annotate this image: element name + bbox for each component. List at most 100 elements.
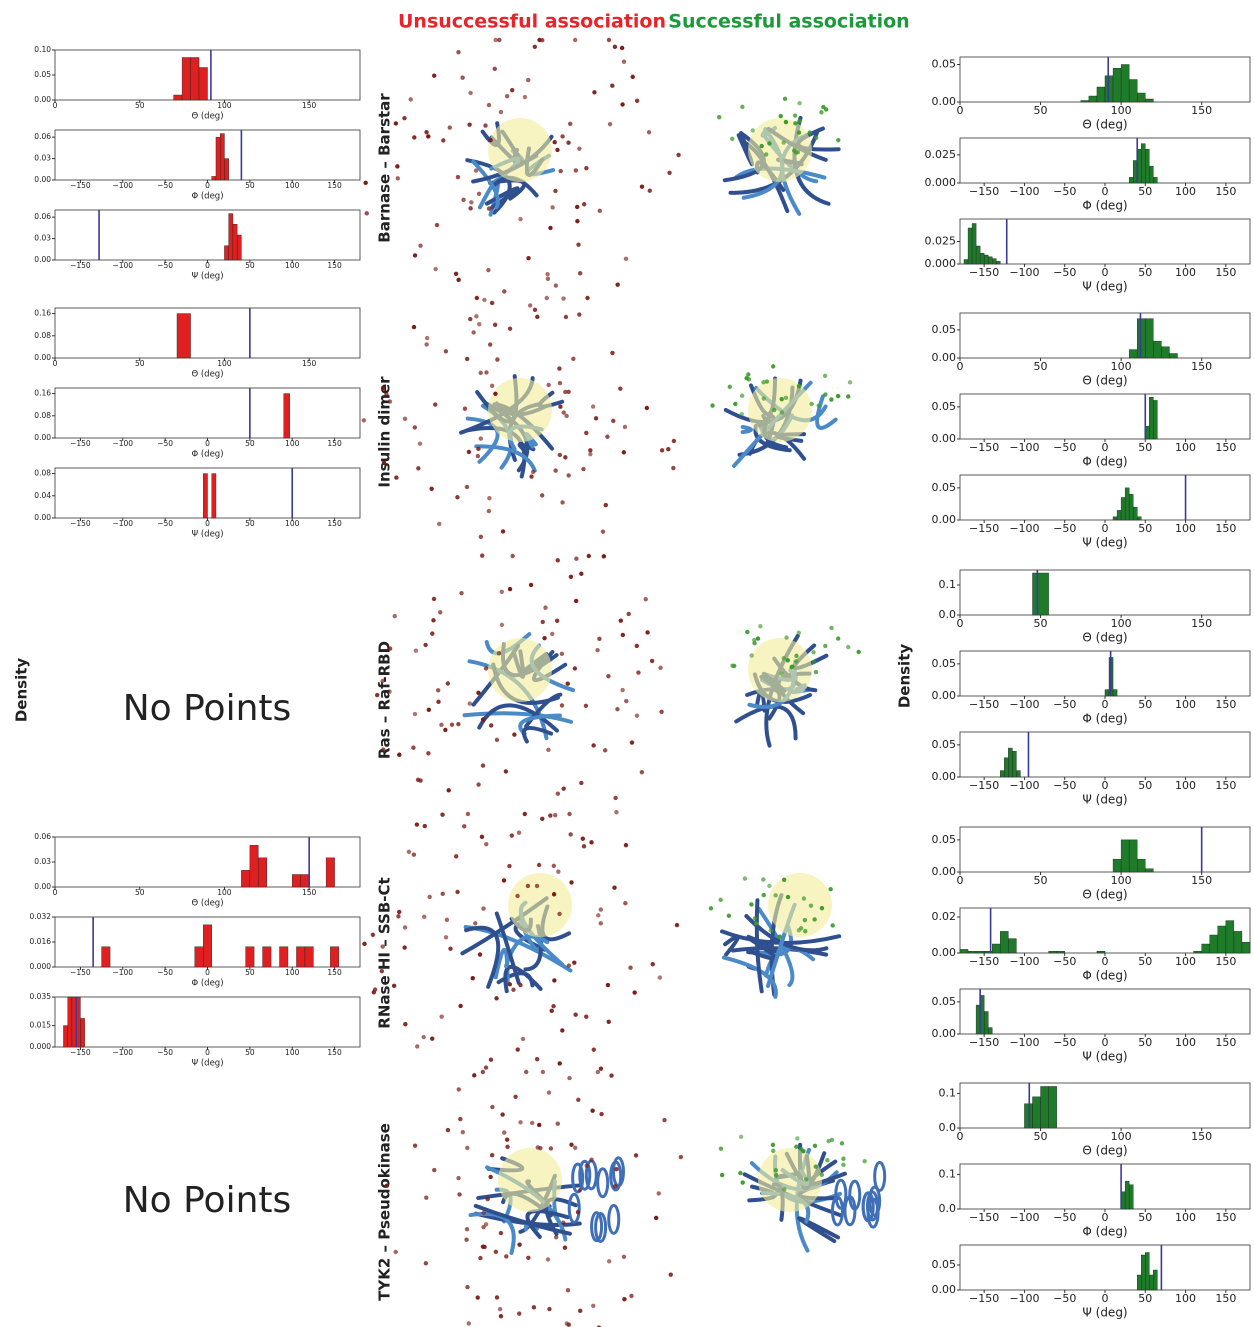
- sample-point: [846, 645, 850, 649]
- sample-point: [581, 467, 585, 471]
- binding-sphere: [488, 378, 552, 442]
- x-tick-label: −50: [1053, 1292, 1076, 1305]
- sample-point: [820, 1173, 824, 1177]
- sample-point: [481, 1070, 485, 1074]
- sample-point: [468, 91, 472, 95]
- x-axis-label: Ψ (deg): [191, 530, 223, 540]
- x-tick-label: −150: [969, 779, 999, 792]
- sample-point: [767, 884, 771, 888]
- y-tick-label: 0.03: [34, 154, 51, 163]
- sample-point: [784, 120, 788, 124]
- x-axis-label: Φ (deg): [1082, 199, 1127, 213]
- sample-point: [489, 1058, 493, 1062]
- bar: [63, 1026, 67, 1047]
- bar: [984, 255, 988, 264]
- sample-point: [424, 342, 428, 346]
- x-axis-label: Φ (deg): [191, 979, 223, 989]
- sample-point: [474, 314, 478, 318]
- x-tick-label: 0: [205, 181, 210, 190]
- sample-point: [385, 1184, 389, 1188]
- sample-point: [771, 364, 775, 368]
- sample-point: [799, 926, 803, 930]
- y-tick-label: 0.000: [925, 257, 957, 270]
- bar: [1137, 1275, 1141, 1290]
- sample-point: [640, 770, 644, 774]
- sample-point: [823, 374, 827, 378]
- sample-point: [397, 910, 401, 914]
- sample-point: [487, 496, 491, 500]
- x-axis-label: Ψ (deg): [1082, 1050, 1127, 1064]
- sample-point: [576, 242, 580, 246]
- sample-point: [566, 390, 570, 394]
- sample-point: [829, 626, 833, 630]
- sample-point: [558, 405, 562, 409]
- sample-point: [415, 1044, 419, 1048]
- sample-point: [363, 181, 367, 185]
- x-tick-label: 50: [1138, 441, 1152, 454]
- sample-point: [599, 1066, 603, 1070]
- sample-point: [613, 1184, 617, 1188]
- sample-point: [612, 886, 616, 890]
- sample-point: [413, 712, 417, 716]
- bar: [1033, 1097, 1041, 1128]
- sample-point: [381, 386, 385, 390]
- x-axis-label: Φ (deg): [191, 192, 223, 202]
- axis-frame: [55, 308, 360, 358]
- bar: [1105, 690, 1109, 696]
- sample-point: [556, 791, 560, 795]
- sample-point: [501, 529, 505, 533]
- sample-point: [556, 558, 560, 562]
- sample-point: [823, 644, 827, 648]
- x-tick-label: 150: [327, 181, 342, 190]
- sample-point: [709, 906, 713, 910]
- x-tick-label: 150: [327, 1048, 342, 1057]
- bar: [224, 246, 228, 260]
- sample-point: [511, 988, 515, 992]
- x-tick-label: −100: [1009, 185, 1039, 198]
- sample-point: [437, 522, 441, 526]
- x-tick-label: 0: [1102, 185, 1109, 198]
- sample-point: [477, 192, 481, 196]
- sample-point: [484, 1065, 488, 1069]
- y-tick-label: 0.05: [932, 657, 957, 670]
- sample-point: [412, 325, 416, 329]
- sample-point: [508, 327, 512, 331]
- bar: [203, 474, 207, 518]
- bar: [1153, 341, 1161, 358]
- sample-point: [797, 101, 801, 105]
- sample-point: [481, 1245, 485, 1249]
- bar: [1137, 319, 1145, 358]
- bar: [1141, 1255, 1145, 1290]
- y-tick-label: 0.05: [932, 481, 957, 494]
- x-tick-label: 100: [1111, 360, 1132, 373]
- sample-point: [471, 330, 475, 334]
- sample-point: [488, 342, 492, 346]
- sample-point: [566, 473, 570, 477]
- y-tick-label: 0.00: [34, 353, 51, 362]
- sample-point: [545, 272, 549, 276]
- x-tick-label: 0: [53, 888, 58, 897]
- sample-point: [560, 703, 564, 707]
- bar: [305, 947, 313, 967]
- sample-point: [446, 681, 450, 685]
- sample-point: [413, 1144, 417, 1148]
- x-tick-label: −100: [112, 261, 133, 270]
- sample-point: [411, 746, 415, 750]
- bar: [1024, 1104, 1032, 1128]
- x-tick-label: 0: [1102, 955, 1109, 968]
- sample-point: [455, 495, 459, 499]
- sample-point: [395, 164, 399, 168]
- sample-point: [636, 670, 640, 674]
- sample-point: [505, 1138, 509, 1142]
- sample-point: [394, 1250, 398, 1254]
- x-axis-label: Ψ (deg): [191, 272, 223, 282]
- x-tick-label: −50: [157, 261, 173, 270]
- sample-point: [743, 876, 747, 880]
- sample-point: [756, 636, 760, 640]
- binding-sphere: [748, 638, 812, 702]
- sample-point: [803, 929, 807, 933]
- x-axis-label: Ψ (deg): [191, 1059, 223, 1069]
- sample-point: [719, 898, 723, 902]
- x-tick-label: −150: [969, 522, 999, 535]
- sample-point: [464, 1238, 468, 1242]
